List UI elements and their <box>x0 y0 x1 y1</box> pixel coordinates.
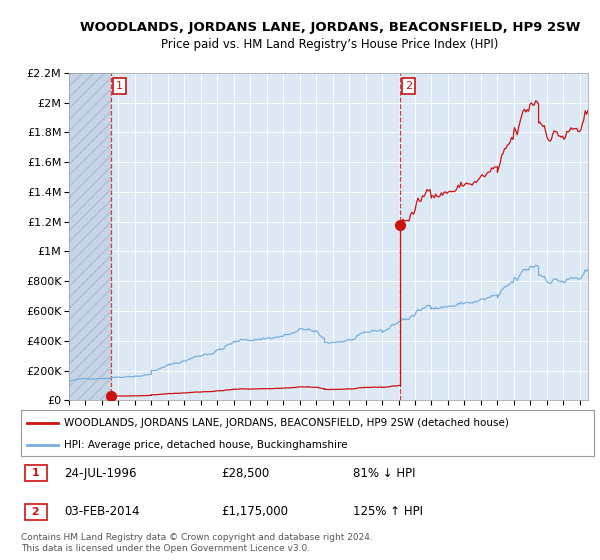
Text: Contains HM Land Registry data © Crown copyright and database right 2024.
This d: Contains HM Land Registry data © Crown c… <box>21 533 373 553</box>
Text: £1,175,000: £1,175,000 <box>221 505 289 518</box>
Text: HPI: Average price, detached house, Buckinghamshire: HPI: Average price, detached house, Buck… <box>64 440 347 450</box>
Text: 2: 2 <box>28 507 44 517</box>
Text: 2: 2 <box>405 81 412 91</box>
Text: WOODLANDS, JORDANS LANE, JORDANS, BEACONSFIELD, HP9 2SW: WOODLANDS, JORDANS LANE, JORDANS, BEACON… <box>80 21 580 34</box>
Text: 24-JUL-1996: 24-JUL-1996 <box>64 466 136 480</box>
Text: 03-FEB-2014: 03-FEB-2014 <box>64 505 139 518</box>
Text: WOODLANDS, JORDANS LANE, JORDANS, BEACONSFIELD, HP9 2SW (detached house): WOODLANDS, JORDANS LANE, JORDANS, BEACON… <box>64 418 509 428</box>
Text: £28,500: £28,500 <box>221 466 270 480</box>
Text: 1: 1 <box>116 81 123 91</box>
Bar <box>69 73 111 400</box>
Text: 1: 1 <box>28 468 44 478</box>
Text: 125% ↑ HPI: 125% ↑ HPI <box>353 505 424 518</box>
Text: Price paid vs. HM Land Registry’s House Price Index (HPI): Price paid vs. HM Land Registry’s House … <box>161 38 499 51</box>
Text: 81% ↓ HPI: 81% ↓ HPI <box>353 466 416 480</box>
